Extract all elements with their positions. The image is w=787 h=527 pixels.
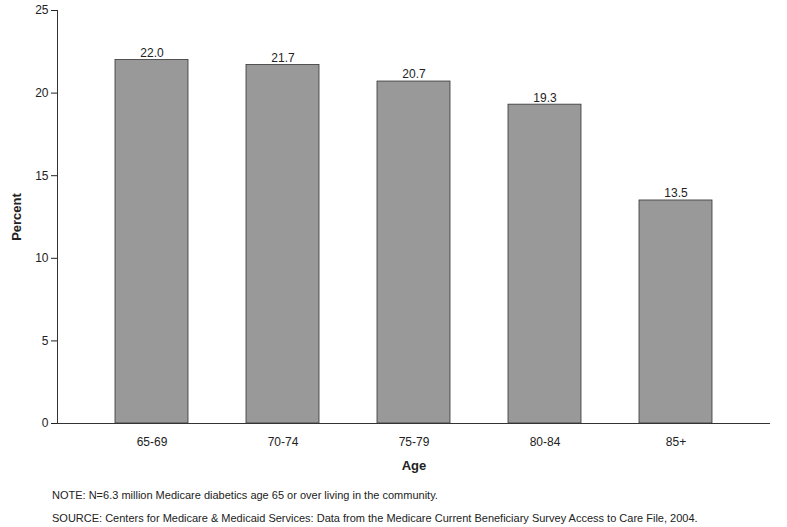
svg-text:5: 5 (42, 334, 49, 348)
svg-text:13.5: 13.5 (664, 186, 688, 200)
svg-text:70-74: 70-74 (268, 435, 299, 449)
html-text:NOTE: N=6.3 million Medicare d: NOTE: N=6.3 million Medicare diabetics a… (52, 489, 438, 501)
html-text:SOURCE: Centers for Medicare &: SOURCE: Centers for Medicare & Medicaid … (52, 512, 698, 524)
svg-text:Percent: Percent (9, 192, 24, 240)
svg-text:20.7: 20.7 (402, 67, 426, 81)
svg-text:15: 15 (35, 169, 49, 183)
svg-text:22.0: 22.0 (140, 46, 164, 60)
svg-text:25: 25 (35, 3, 49, 17)
svg-text:75-79: 75-79 (399, 435, 430, 449)
svg-text:10: 10 (35, 251, 49, 265)
svg-text:19.3: 19.3 (533, 91, 557, 105)
svg-text:Age: Age (402, 458, 427, 473)
svg-text:80-84: 80-84 (530, 435, 561, 449)
svg-text:85+: 85+ (666, 435, 686, 449)
svg-text:21.7: 21.7 (271, 51, 295, 65)
svg-text:65-69: 65-69 (137, 435, 168, 449)
svg-text:0: 0 (42, 416, 49, 430)
svg-text:20: 20 (35, 86, 49, 100)
